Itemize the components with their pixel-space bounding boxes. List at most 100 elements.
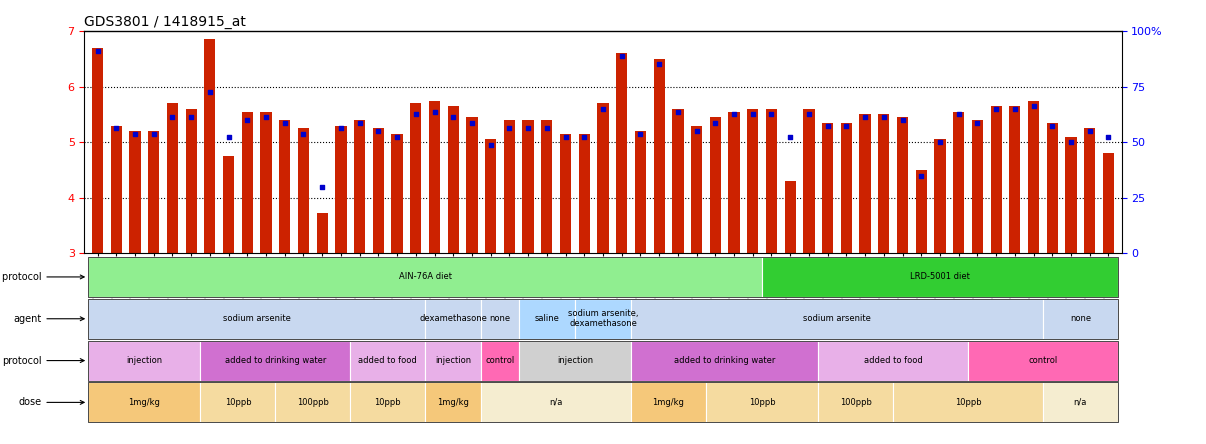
Point <box>88 47 107 54</box>
Text: none: none <box>1070 314 1091 323</box>
Point <box>912 172 931 179</box>
Bar <box>1009 106 1020 253</box>
Bar <box>111 126 122 253</box>
Point <box>294 130 314 137</box>
Point <box>425 108 444 115</box>
FancyBboxPatch shape <box>968 341 1118 381</box>
Bar <box>785 181 796 253</box>
Point <box>818 122 837 129</box>
Text: added to food: added to food <box>358 356 417 365</box>
Text: 10ppb: 10ppb <box>224 398 251 407</box>
Point <box>238 116 257 123</box>
Bar <box>522 120 534 253</box>
FancyBboxPatch shape <box>350 341 426 381</box>
Bar <box>915 170 927 253</box>
Point <box>481 142 500 149</box>
Bar <box>279 120 291 253</box>
FancyBboxPatch shape <box>819 341 968 381</box>
Point <box>556 133 575 140</box>
Bar <box>1065 137 1077 253</box>
Text: protocol: protocol <box>1 356 84 365</box>
Point <box>519 125 538 132</box>
FancyBboxPatch shape <box>426 299 481 339</box>
Point <box>1043 122 1062 129</box>
Bar <box>560 134 572 253</box>
Text: dexamethasone: dexamethasone <box>420 314 487 323</box>
Text: control: control <box>485 356 515 365</box>
Bar <box>728 111 739 253</box>
FancyBboxPatch shape <box>1043 299 1118 339</box>
Point <box>200 89 219 96</box>
Text: injection: injection <box>435 356 472 365</box>
Bar <box>709 117 721 253</box>
Point <box>874 114 894 121</box>
Point <box>631 130 650 137</box>
Point <box>312 183 332 190</box>
Bar <box>447 106 458 253</box>
FancyBboxPatch shape <box>1043 382 1118 422</box>
FancyBboxPatch shape <box>519 299 575 339</box>
Point <box>1006 105 1025 112</box>
FancyBboxPatch shape <box>481 382 631 422</box>
Bar <box>541 120 552 253</box>
Point <box>125 130 145 137</box>
Bar <box>897 117 908 253</box>
Bar <box>223 156 234 253</box>
Text: injection: injection <box>557 356 593 365</box>
Text: 10ppb: 10ppb <box>749 398 775 407</box>
Point <box>350 119 369 126</box>
Text: saline: saline <box>534 314 560 323</box>
Point <box>387 133 406 140</box>
FancyBboxPatch shape <box>275 382 350 422</box>
FancyBboxPatch shape <box>88 382 200 422</box>
Point <box>574 133 593 140</box>
Bar <box>186 109 197 253</box>
Point <box>593 105 613 112</box>
FancyBboxPatch shape <box>631 382 706 422</box>
Text: sodium arsenite: sodium arsenite <box>223 314 291 323</box>
Point <box>1061 139 1081 146</box>
Text: 1mg/kg: 1mg/kg <box>652 398 685 407</box>
Text: none: none <box>490 314 510 323</box>
FancyBboxPatch shape <box>481 299 519 339</box>
Point <box>499 125 519 132</box>
Bar <box>634 131 646 253</box>
Text: dose: dose <box>18 397 84 408</box>
Bar <box>841 123 851 253</box>
Text: AIN-76A diet: AIN-76A diet <box>399 273 452 281</box>
Point <box>762 111 781 118</box>
Text: 10ppb: 10ppb <box>374 398 402 407</box>
Bar <box>822 123 833 253</box>
Point <box>369 127 388 135</box>
Bar <box>654 59 665 253</box>
FancyBboxPatch shape <box>200 341 350 381</box>
Bar <box>373 128 384 253</box>
Point <box>650 61 669 68</box>
Point <box>332 125 351 132</box>
FancyBboxPatch shape <box>426 382 481 422</box>
Bar <box>166 103 178 253</box>
Text: sodium arsenite: sodium arsenite <box>803 314 871 323</box>
Point <box>855 114 874 121</box>
Point <box>1024 103 1043 110</box>
Text: 1mg/kg: 1mg/kg <box>128 398 160 407</box>
Text: injection: injection <box>127 356 163 365</box>
Point <box>181 114 200 121</box>
Bar <box>335 126 346 253</box>
Point <box>949 111 968 118</box>
Bar <box>803 109 814 253</box>
Point <box>613 52 632 59</box>
Bar <box>355 120 365 253</box>
Point <box>275 119 294 126</box>
Bar <box>953 111 965 253</box>
Bar <box>990 106 1002 253</box>
Bar <box>298 128 309 253</box>
Text: n/a: n/a <box>1073 398 1087 407</box>
Point <box>144 130 163 137</box>
Point <box>257 114 276 121</box>
FancyBboxPatch shape <box>762 257 1118 297</box>
Text: added to drinking water: added to drinking water <box>674 356 775 365</box>
Bar <box>204 40 216 253</box>
FancyBboxPatch shape <box>200 382 275 422</box>
Bar <box>429 100 440 253</box>
